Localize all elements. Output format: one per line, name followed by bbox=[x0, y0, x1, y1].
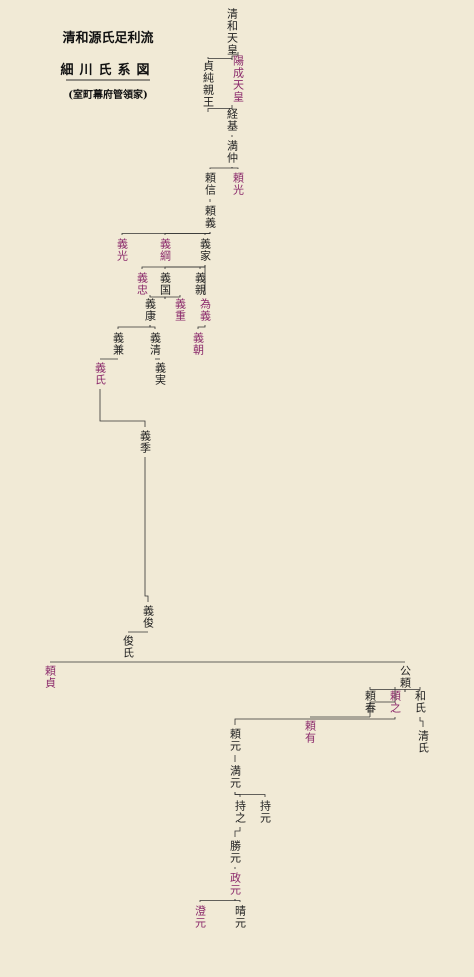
node-label: 義綱 bbox=[159, 237, 172, 262]
node-label: 義国 bbox=[159, 271, 172, 296]
node-label: 晴元 bbox=[234, 905, 247, 929]
node-label: 頼有 bbox=[304, 720, 317, 744]
edge bbox=[234, 899, 241, 902]
edge bbox=[231, 52, 239, 60]
node-label: 頼春 bbox=[364, 690, 377, 714]
node-label: 俊氏 bbox=[122, 634, 135, 659]
edge bbox=[197, 325, 206, 329]
node-label: 頼之 bbox=[389, 690, 402, 714]
title: 清和源氏足利流 bbox=[62, 30, 153, 46]
node-label: 義忠 bbox=[136, 271, 149, 296]
node-label: 満仲 bbox=[226, 140, 239, 164]
node-label: 政元 bbox=[229, 871, 242, 896]
edge bbox=[204, 232, 211, 235]
node-label: 清和天皇 bbox=[226, 8, 239, 56]
node-label: 経基 bbox=[226, 108, 239, 132]
node-label: 義兼 bbox=[112, 331, 125, 356]
edge bbox=[369, 687, 396, 717]
node-label: 義俊 bbox=[142, 604, 155, 629]
node-label: 貞純親王 bbox=[202, 60, 215, 108]
node-label: 義重 bbox=[174, 297, 187, 322]
edge bbox=[99, 389, 146, 427]
edge bbox=[144, 457, 149, 602]
node-label: 勝元 bbox=[229, 839, 242, 864]
node-label: 陽成天皇 bbox=[232, 55, 245, 103]
node-label: 義季 bbox=[139, 429, 152, 454]
edge bbox=[419, 717, 424, 727]
node-label: 義清 bbox=[149, 331, 162, 356]
node-label: 頼信 bbox=[204, 172, 217, 196]
edge bbox=[234, 717, 396, 725]
node-label: 義家 bbox=[199, 237, 212, 262]
edge bbox=[207, 57, 233, 60]
note: (室町幕府管領家) bbox=[68, 88, 147, 101]
edge bbox=[207, 105, 233, 112]
node-label: 頼光 bbox=[232, 172, 245, 196]
node-label: 和氏 bbox=[414, 690, 427, 714]
node-label: 満元 bbox=[229, 765, 242, 789]
node-label: 公頼 bbox=[399, 665, 412, 689]
node-label: 澄元 bbox=[194, 904, 207, 929]
node-label: 義親 bbox=[194, 271, 207, 296]
subtitle: 細川氏系図 bbox=[60, 62, 155, 78]
edge bbox=[149, 295, 166, 299]
node-label: 頼義 bbox=[204, 205, 217, 229]
edge bbox=[209, 167, 233, 169]
edge bbox=[404, 687, 421, 692]
node-label: 持之 bbox=[234, 799, 247, 824]
node-label: 清氏 bbox=[417, 730, 430, 754]
node-label: 義康 bbox=[144, 297, 157, 322]
edge bbox=[234, 792, 241, 797]
node-label: 為義 bbox=[199, 297, 212, 322]
edge bbox=[149, 325, 156, 329]
node-label: 持元 bbox=[259, 799, 272, 824]
node-label: 義朝 bbox=[192, 331, 205, 356]
node-label: 頼元 bbox=[229, 728, 242, 752]
node-label: 義実 bbox=[154, 361, 167, 386]
node-label: 義氏 bbox=[94, 361, 107, 386]
edge bbox=[234, 827, 241, 837]
node-label: 頼貞 bbox=[44, 665, 57, 689]
node-label: 義光 bbox=[116, 237, 129, 262]
